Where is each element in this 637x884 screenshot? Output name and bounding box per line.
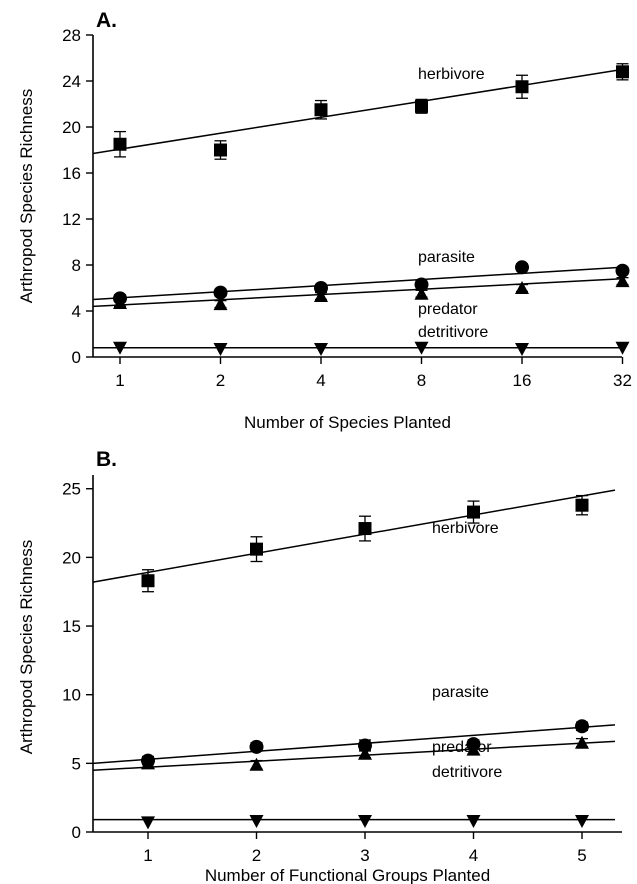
data-point-detritivore [615,341,630,355]
data-point-predator [615,274,630,288]
data-point-detritivore [113,341,127,355]
data-point-detritivore [314,342,328,356]
y-tick-label: 5 [72,754,81,773]
y-tick-label: 10 [62,686,81,705]
x-tick-label: 2 [216,371,225,390]
panel-b: B. 0 5 10 15 20 25 1 2 3 4 5 Number of Functional Gr… [17,448,622,884]
data-point-herbivore [314,103,328,117]
series-predator [92,274,630,311]
data-point-predator [213,297,228,311]
data-point-herbivore [250,542,263,556]
fit-line-predator [92,740,616,771]
fit-line-parasite [92,724,616,765]
x-tick-label: 4 [316,371,325,390]
x-tick-label: 3 [360,846,369,865]
data-point-detritivore [466,815,481,829]
y-tick-label: 0 [72,348,81,367]
x-tick-label: 2 [252,846,261,865]
series-parasite [92,719,616,768]
series-predator [92,735,616,771]
data-point-detritivore [575,815,589,829]
data-point-detritivore [414,341,429,355]
data-point-predator [113,295,127,309]
fit-line-herbivore [92,489,616,583]
data-point-predator [414,286,429,300]
series-detritivore [93,341,630,356]
data-point-parasite [615,263,630,278]
y-tick-label: 25 [62,480,81,499]
y-axis-label: Arthropod Species Richness [17,540,36,755]
data-point-herbivore [515,80,529,94]
series-label-predator: predator [418,301,478,318]
y-axis-label: Arthropod Species Richness [17,89,36,304]
series-herbivore [92,63,629,160]
panel-label: B. [96,448,117,471]
data-point-predator [515,281,529,294]
x-tick-label: 16 [513,371,532,390]
data-point-herbivore [616,65,629,79]
x-axis-label: Number of Species Planted [244,413,451,432]
y-tick-label: 4 [72,302,81,321]
data-point-predator [466,742,481,756]
series-label-predator: predator [432,739,492,756]
panel-label: A. [96,9,117,32]
data-point-herbivore [358,522,372,536]
data-point-herbivore [415,99,428,113]
data-point-detritivore [213,342,228,356]
y-tick-label: 0 [72,823,81,842]
x-tick-label: 1 [143,846,152,865]
data-point-predator [575,735,589,749]
data-point-detritivore [249,815,264,829]
data-point-predator [358,746,372,760]
y-tick-label: 24 [62,72,81,91]
y-tick-label: 20 [62,548,81,567]
fit-line-parasite [92,266,623,301]
series-label-herbivore: herbivore [418,66,485,83]
data-point-parasite [575,719,589,734]
x-axis-label: Number of Functional Groups Planted [205,866,490,884]
series-label-detritivore: detritivore [432,764,502,781]
data-point-predator [314,289,328,303]
series-detritivore [93,815,615,830]
data-point-parasite [213,285,228,300]
data-point-detritivore [358,815,372,829]
series-herbivore [92,489,616,593]
data-point-herbivore [113,137,127,151]
data-point-parasite [249,739,264,754]
y-tick-label: 16 [62,164,81,183]
data-point-predator [249,757,264,771]
y-tick-label: 15 [62,617,81,636]
data-point-herbivore [575,498,589,512]
y-tick-label: 20 [62,118,81,137]
x-tick-label: 5 [577,846,586,865]
x-tick-label: 8 [417,371,426,390]
data-point-parasite [414,277,429,292]
series-label-detritivore: detritivore [418,324,488,341]
x-tick-label: 1 [115,371,124,390]
data-point-herbivore [214,143,227,157]
data-point-predator [141,756,155,770]
y-tick-label: 8 [72,256,81,275]
fit-line-predator [92,278,623,308]
data-point-parasite [515,260,529,275]
x-tick-label: 4 [469,846,478,865]
data-point-detritivore [141,816,155,830]
data-point-herbivore [467,505,480,519]
series-label-parasite: parasite [432,684,489,701]
x-tick-label: 32 [613,371,632,390]
series-label-herbivore: herbivore [432,520,499,537]
data-point-parasite [314,281,328,295]
y-tick-label: 12 [62,210,81,229]
fit-line-herbivore [92,68,623,155]
data-point-herbivore [141,574,155,588]
data-point-detritivore [515,342,529,356]
y-tick-label: 28 [62,26,81,45]
series-label-parasite: parasite [418,249,475,266]
